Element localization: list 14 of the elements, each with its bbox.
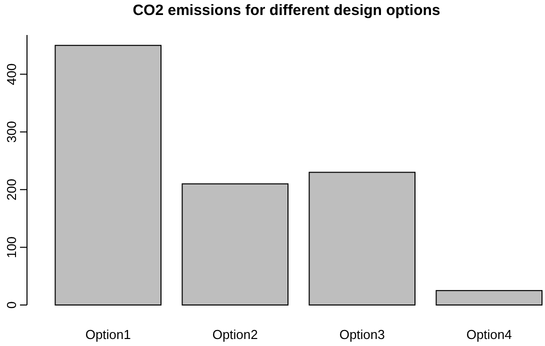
bar (436, 290, 542, 306)
y-tick-label: 400 (4, 63, 19, 86)
y-tick-label: 0 (4, 301, 19, 309)
x-tick-label: Option3 (339, 327, 385, 342)
y-tick-label: 300 (4, 121, 19, 143)
chart-title: CO2 emissions for different design options (132, 2, 440, 19)
bar (182, 183, 288, 306)
bar (308, 172, 416, 306)
x-tick-label: Option2 (212, 327, 258, 342)
y-tick-label: 200 (4, 178, 19, 200)
x-tick-label: Option1 (85, 327, 131, 342)
bar (54, 44, 162, 306)
x-tick-label: Option4 (466, 327, 512, 342)
y-tick-label: 100 (4, 236, 19, 258)
